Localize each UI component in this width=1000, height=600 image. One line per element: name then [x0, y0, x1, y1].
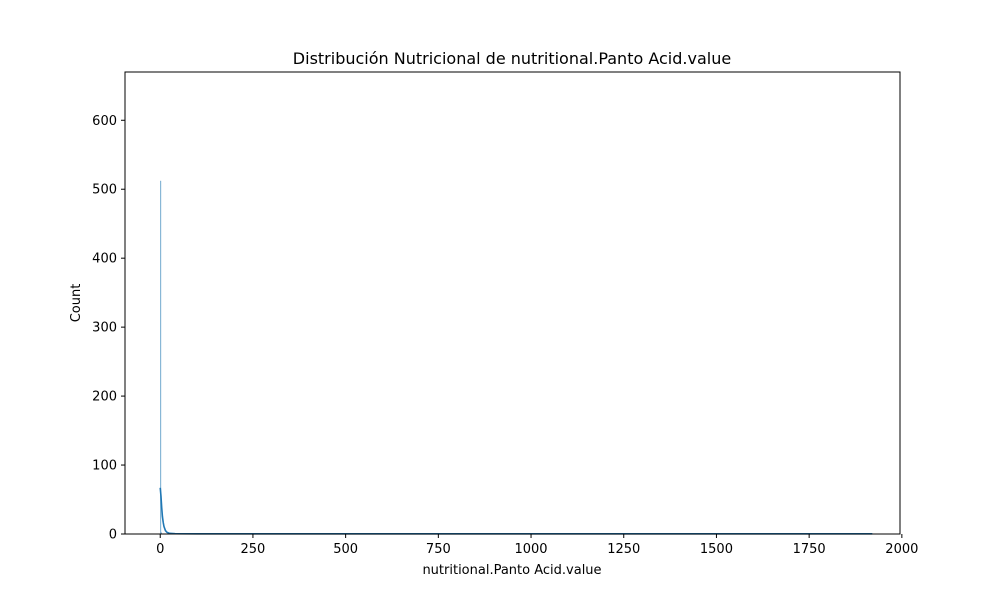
y-tick-label: 200: [92, 390, 117, 405]
x-tick-label: 750: [426, 542, 451, 557]
x-tick-label: 2000: [885, 542, 918, 557]
y-tick-label: 500: [92, 183, 117, 198]
x-tick-label: 1000: [514, 542, 547, 557]
x-axis: 0 250 500 750 1000 1250 1500 1750 2000: [156, 534, 918, 557]
x-tick-label: 1500: [700, 542, 733, 557]
histogram-bar: [160, 180, 162, 535]
y-tick-label: 600: [92, 114, 117, 129]
x-tick-label: 0: [156, 542, 164, 557]
y-tick-label: 100: [92, 459, 117, 474]
y-axis: 0 100 200 300 400 500 600: [92, 114, 125, 543]
x-tick-label: 500: [333, 542, 358, 557]
bars-layer: [160, 180, 873, 535]
kde-layer: [159, 487, 873, 535]
kde-line: [159, 487, 873, 535]
x-tick-label: 1250: [607, 542, 640, 557]
x-axis-label: nutritional.Panto Acid.value: [422, 563, 601, 578]
y-tick-label: 0: [109, 528, 117, 543]
x-tick-label: 250: [241, 542, 266, 557]
y-tick-label: 400: [92, 252, 117, 267]
y-tick-label: 300: [92, 321, 117, 336]
x-tick-label: 1750: [793, 542, 826, 557]
y-axis-label: Count: [69, 284, 84, 323]
chart-title: Distribución Nutricional de nutritional.…: [293, 49, 731, 68]
plot-frame: [124, 71, 901, 535]
